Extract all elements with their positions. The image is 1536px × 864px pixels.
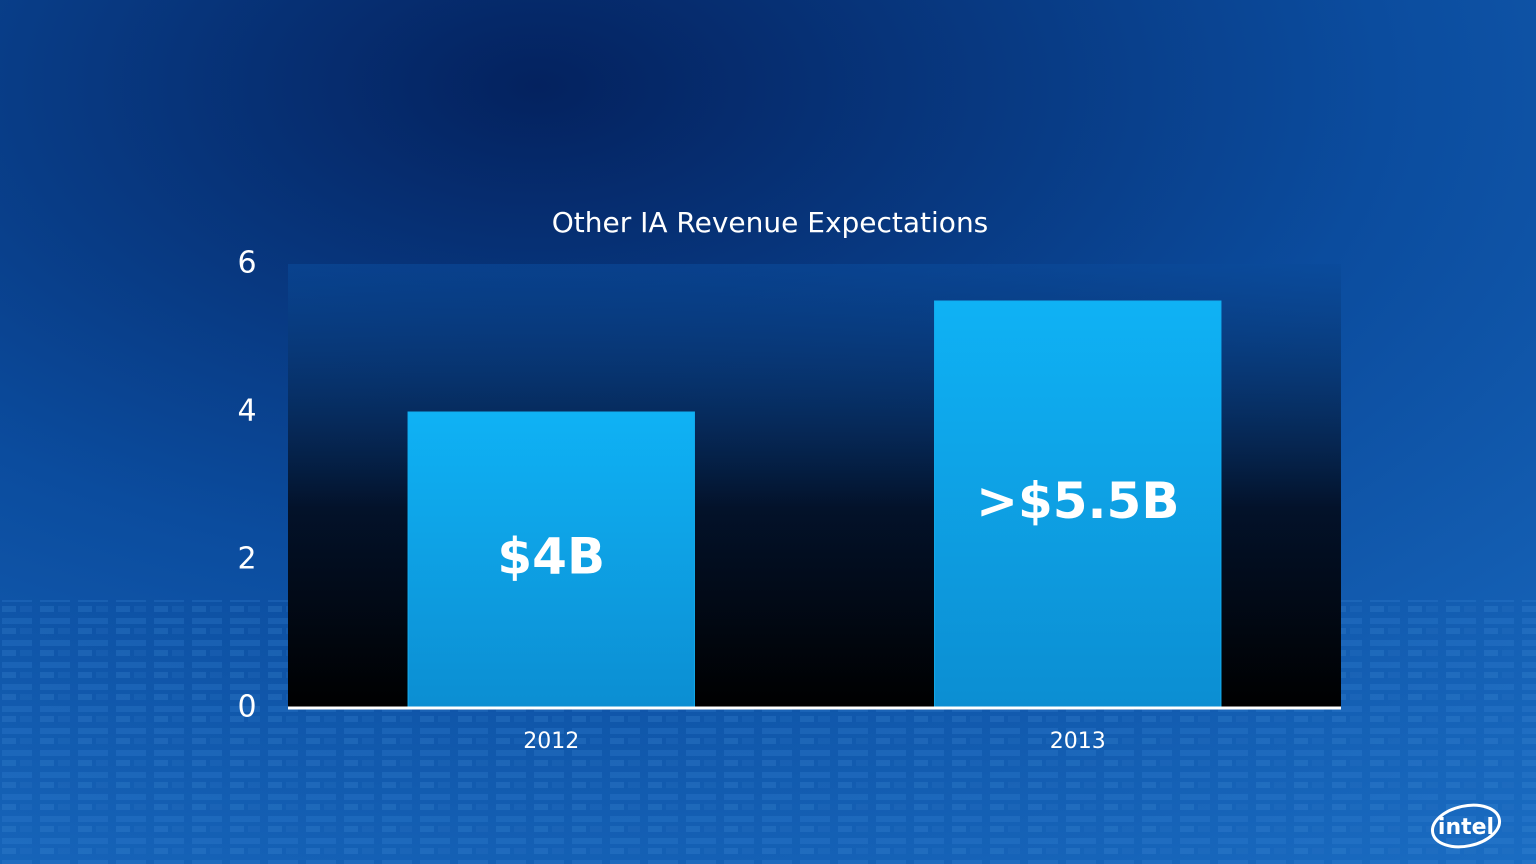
y-tick-label: 6 [237, 246, 256, 281]
y-tick-label: 4 [237, 394, 256, 429]
logo-text: intel [1438, 815, 1494, 840]
bar [934, 300, 1222, 709]
value-label: $4B [497, 528, 605, 586]
logo-ring [1430, 803, 1502, 849]
value-label: >$5.5B [976, 472, 1179, 530]
bar [407, 411, 695, 709]
chart-title: Other IA Revenue Expectations [552, 206, 989, 239]
logo: intel [1430, 803, 1502, 849]
y-tick-label: 2 [237, 542, 256, 577]
y-tick-label: 0 [237, 690, 256, 725]
x-tick-label: 2012 [523, 729, 579, 754]
x-tick-label: 2013 [1050, 729, 1106, 754]
